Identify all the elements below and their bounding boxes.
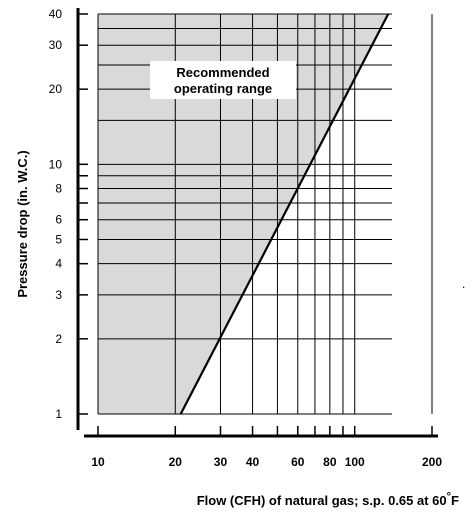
x-tick-label-200: 200 <box>422 455 442 469</box>
series-layer <box>179 13 390 415</box>
series-line-0 <box>179 13 390 415</box>
region-label: Recommended operating range <box>150 61 296 99</box>
grid-layer <box>97 13 433 415</box>
x-tick-label-60: 60 <box>291 455 305 469</box>
y-tick-label-30: 30 <box>49 38 63 52</box>
y-tick-label-10: 10 <box>49 157 63 171</box>
x-axis-title-unit: F <box>451 493 459 508</box>
x-axis-title: Flow (CFH) of natural gas; s.p. 0.65 at … <box>197 491 459 508</box>
x-tick-label-10: 10 <box>91 455 105 469</box>
region-label-line2: operating range <box>174 81 272 96</box>
region-label-line1: Recommended <box>176 65 269 80</box>
region-label-box <box>150 61 296 99</box>
y-tick-label-40: 40 <box>49 7 63 21</box>
y-axis-title: Pressure drop (in. W.C.) <box>15 150 30 297</box>
y-tick-label-3: 3 <box>55 288 62 302</box>
y-tick-label-20: 20 <box>49 82 63 96</box>
y-tick-label-4: 4 <box>55 257 62 271</box>
x-axis-title-main: Flow (CFH) of natural gas; s.p. 0.65 at … <box>197 493 447 508</box>
y-tick-label-1: 1 <box>55 407 62 421</box>
stray-dot: . <box>462 277 465 291</box>
shaded-region <box>98 14 389 414</box>
x-tick-label-20: 20 <box>169 455 183 469</box>
shaded-region-layer <box>98 14 389 414</box>
x-axis-title-degree: ° <box>447 491 451 503</box>
x-tick-label-80: 80 <box>323 455 337 469</box>
y-tick-label-8: 8 <box>55 182 62 196</box>
y-tick-label-2: 2 <box>55 332 62 346</box>
x-tick-label-100: 100 <box>345 455 365 469</box>
x-tick-label-30: 30 <box>214 455 228 469</box>
y-tick-label-5: 5 <box>55 232 62 246</box>
tick-layer: 1 2 3 4 5 6 8 10 20 30 40 10 20 30 40 60 80 100 200 <box>49 7 443 469</box>
x-tick-label-40: 40 <box>246 455 260 469</box>
y-tick-label-6: 6 <box>55 213 62 227</box>
